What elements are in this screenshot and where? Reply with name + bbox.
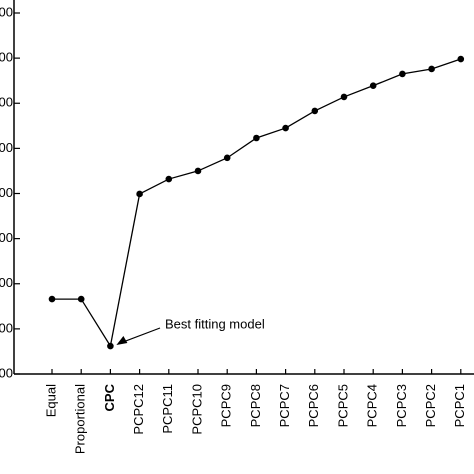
point	[136, 190, 143, 198]
x-tick-label: PCPC3	[394, 384, 409, 427]
point	[48, 295, 56, 303]
x-tick-label: PCPC12	[131, 384, 146, 435]
y-tick-label: 00	[0, 230, 13, 245]
arrow-head	[116, 336, 128, 346]
x-tick-label: PCPC7	[277, 384, 292, 427]
x-tick-label: PCPC11	[160, 384, 175, 434]
point	[282, 124, 289, 132]
x-tick-label: PCPC9	[219, 384, 234, 427]
x-tick-label: PCPC2	[423, 384, 438, 427]
y-tick-label: 00	[0, 320, 13, 335]
point	[428, 65, 435, 73]
x-tick-label: CPC	[102, 383, 117, 411]
point	[340, 93, 348, 101]
point	[77, 295, 85, 303]
y-tick-label: 00	[0, 140, 13, 155]
y-tick-label: 00	[0, 95, 13, 110]
x-tick-label: PCPC4	[365, 384, 380, 427]
x-tick-label: PCPC8	[248, 384, 263, 427]
point	[223, 154, 231, 162]
y-tick-label: 000	[0, 4, 13, 19]
annotation-arrow	[120, 327, 161, 344]
y-tick-label: 00	[0, 365, 13, 380]
y-tick-label: 00	[0, 185, 13, 200]
x-tick-label: PCPC5	[335, 384, 350, 427]
point	[369, 82, 377, 89]
line	[52, 58, 462, 348]
point	[165, 175, 173, 183]
y-tick-label: 00	[0, 50, 13, 65]
point	[253, 134, 260, 142]
point	[311, 107, 319, 115]
point	[194, 167, 202, 175]
annotation: Best fitting model	[165, 316, 265, 331]
x-tick-label: Proportional	[73, 384, 88, 454]
x-tick-label: PCPC6	[306, 384, 321, 427]
point	[107, 342, 114, 350]
x-tick-label: PCPC1	[452, 384, 467, 427]
point	[457, 55, 465, 63]
point	[399, 70, 406, 78]
y-tick-label: 00	[0, 275, 13, 290]
x-tick-label: PCPC10	[189, 384, 204, 435]
x-tick-label: Equal	[43, 384, 58, 417]
